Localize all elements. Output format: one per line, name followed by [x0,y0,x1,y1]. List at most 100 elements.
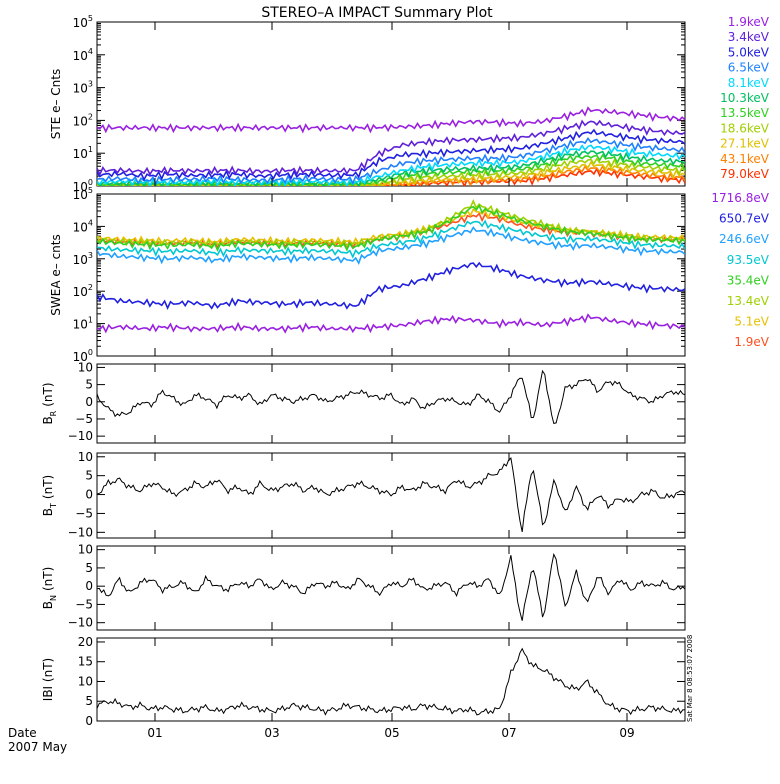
legend-entry: 13.4eV [727,294,770,308]
legend-entry: 8.1keV [728,76,770,90]
month-label: 2007 May [8,740,67,754]
legend-entry: 5.0keV [728,45,770,59]
y-tick-label: 10 [78,360,93,374]
y-tick-label: −5 [75,412,93,426]
legend-entry: 246.6eV [719,232,770,246]
legend-entry: 6.5keV [728,61,770,75]
series-line [97,313,685,334]
y-tick-label: 10 [78,543,93,557]
y-tick-label: 5 [85,694,93,708]
y-tick-base: 10 [73,220,88,234]
panel-frame [96,193,686,357]
y-tick-label: 102 [73,283,93,299]
y-tick-base: 10 [73,114,88,128]
x-tick-label: 05 [384,726,399,740]
x-tick-label: 03 [264,726,279,740]
y-axis-subscript: N [49,595,58,601]
series-group [97,647,685,716]
y-tick-label: 5 [85,378,93,392]
y-tick-base: 10 [73,180,88,194]
y-tick-label: −10 [68,525,93,539]
y-axis-title: STE e– Cnts [49,69,63,139]
y-tick-base: 10 [73,16,88,30]
y-tick-exponent: 5 [88,14,93,23]
y-tick-exponent: 3 [88,251,93,260]
y-axis-symbol: B [41,601,55,609]
y-tick-exponent: 3 [88,80,93,89]
series-line [97,119,685,177]
y-tick-label: 10 [78,450,93,464]
date-label: Date [8,726,37,740]
legend-entry: 1.9keV [728,15,770,29]
y-tick-exponent: 5 [88,186,93,195]
series-line [97,144,685,186]
y-tick-exponent: 1 [88,316,93,325]
y-axis-subscript: R [49,410,58,416]
series-line [97,261,685,310]
panel-3: −10 −5 0 5 10 BR (nT) [41,360,686,444]
series-line [97,369,685,424]
y-tick-label: −5 [75,597,93,611]
series-line [97,552,685,621]
series-line [97,647,685,716]
plot-title: STEREO–A IMPACT Summary Plot [261,5,493,21]
y-tick-label: 0 [85,395,93,409]
series-group [97,369,685,424]
legend-entry: 3.4keV [728,30,770,44]
y-tick-label: 105 [73,14,93,30]
legend-entry: 13.5keV [720,106,770,120]
y-axis-title: IBI (nT) [41,658,55,701]
legend-entry: 650.7eV [719,212,770,226]
y-tick-label: 104 [73,218,93,234]
y-tick-base: 10 [73,82,88,96]
y-tick-label: 104 [73,47,93,63]
y-tick-label: 103 [73,251,93,267]
y-tick-label: 100 [73,348,93,364]
x-axis: 01 03 05 07 09 [147,22,635,740]
legend-entry: 18.6keV [720,121,770,135]
y-tick-label: 101 [73,145,93,161]
y-tick-exponent: 2 [88,283,93,292]
y-tick-exponent: 4 [88,218,93,227]
x-tick-label: 09 [619,726,634,740]
panel-frame [96,21,686,187]
series-line [97,106,685,134]
series-group [97,199,685,334]
panel-5: −10 −5 0 5 10 BN (nT) [41,543,686,631]
y-axis-title: BN (nT) [41,567,58,610]
series-line [97,457,685,532]
legend-entry: 5.1eV [734,315,769,329]
y-tick-base: 10 [73,188,88,202]
legend-entry: 1716.8eV [711,191,769,205]
panel-frame [96,363,686,444]
y-tick-label: 10 [78,674,93,688]
y-tick-label: −5 [75,506,93,520]
y-axis-title: BT (nT) [41,475,58,516]
y-tick-label: 102 [73,112,93,128]
y-tick-label: 0 [85,579,93,593]
panel-frame [96,452,686,539]
y-tick-base: 10 [73,318,88,332]
y-tick-exponent: 0 [88,178,93,187]
y-tick-base: 10 [73,147,88,161]
y-tick-label: 0 [85,714,93,728]
series-line [97,226,685,265]
x-tick-label: 07 [501,726,516,740]
x-tick-label: 01 [147,726,162,740]
series-group [97,106,685,186]
y-tick-label: −10 [68,616,93,630]
y-tick-base: 10 [73,285,88,299]
y-tick-label: 101 [73,316,93,332]
y-axis-symbol: B [41,508,55,516]
y-axis-subscript: T [49,503,58,509]
y-tick-base: 10 [73,49,88,63]
panel-4: −10 −5 0 5 10 BT (nT) [41,450,686,539]
y-tick-label: 100 [73,178,93,194]
series-line [97,208,685,247]
y-tick-label: 20 [78,635,93,649]
series-line [97,219,685,259]
